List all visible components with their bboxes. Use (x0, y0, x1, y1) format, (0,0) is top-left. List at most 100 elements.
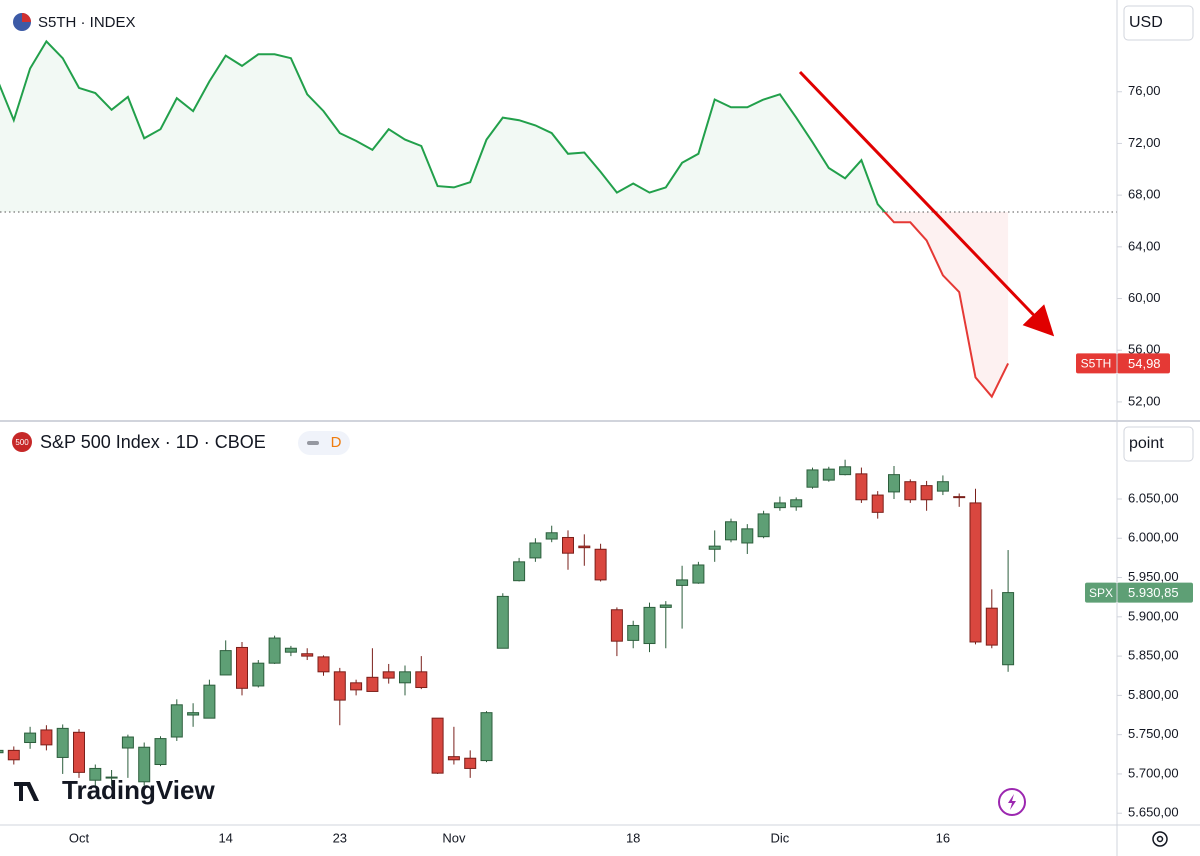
x-tick-label: Dic (771, 830, 790, 845)
y-tick-label: 5.900,00 (1128, 608, 1179, 623)
candle-body (594, 548, 607, 581)
y-tick-label: 5.700,00 (1128, 765, 1179, 780)
candle-body (236, 646, 248, 689)
y-tick-label: 5.750,00 (1128, 726, 1179, 741)
last-value-label: 5.930,85 (1128, 585, 1179, 600)
candle-body (936, 481, 949, 492)
candle-body (725, 521, 737, 541)
candle-body (350, 682, 363, 691)
candle-body (676, 579, 689, 586)
candle-body (447, 756, 460, 761)
y-tick-label: 5.950,00 (1128, 569, 1179, 584)
candle-body (545, 532, 558, 540)
candle-body (920, 485, 933, 501)
brand-name: TradingView (62, 775, 215, 805)
settings-icon[interactable] (1152, 831, 1168, 847)
candle-body (284, 647, 297, 653)
last-value-box (1117, 582, 1193, 603)
candle-body (138, 746, 151, 783)
candle-body (317, 656, 330, 673)
candle-body (24, 732, 37, 744)
candle-body (855, 473, 868, 501)
candle-body (431, 717, 444, 774)
candle-body (610, 609, 623, 642)
candle-body (741, 528, 754, 544)
candle-body (399, 671, 411, 684)
candle-body (7, 749, 20, 761)
candle-body (464, 757, 477, 769)
last-value-label: 54,98 (1128, 356, 1161, 371)
area-above (0, 41, 1009, 212)
candle-body (40, 729, 53, 746)
candle-body (219, 650, 232, 676)
candle-body (659, 604, 672, 608)
bottom-title: S&P 500 Index · 1D · CBOE (40, 432, 266, 452)
trend-arrow (798, 70, 1055, 337)
scale-label: point (1129, 435, 1164, 452)
y-tick-label: 76,00 (1128, 83, 1161, 98)
y-tick-label: 6.000,00 (1128, 530, 1179, 545)
x-tick-label: Nov (442, 830, 466, 845)
candle-body (822, 468, 835, 481)
candle-body (73, 731, 85, 773)
candle-body (578, 545, 591, 549)
line-above (0, 39, 887, 212)
currency-label: USD (1129, 14, 1163, 31)
candle-body (382, 671, 395, 679)
y-tick-label: 64,00 (1128, 238, 1161, 253)
settings-icon-core (1156, 835, 1164, 843)
candle-body (187, 712, 200, 716)
candle-body (301, 653, 314, 657)
candle-body (904, 481, 917, 501)
candle-body (496, 595, 509, 649)
y-tick-label: 72,00 (1128, 135, 1161, 150)
candle-body (89, 767, 102, 781)
last-value-box (1117, 353, 1170, 374)
candle-body (513, 561, 526, 582)
candle-body (252, 662, 265, 687)
currency-button[interactable] (1123, 5, 1194, 41)
candle-body (366, 676, 379, 692)
x-tick-label: 18 (626, 830, 640, 845)
candle-body (871, 494, 884, 513)
y-tick-label: 5.650,00 (1128, 805, 1179, 820)
interval-pill[interactable] (298, 431, 350, 455)
x-tick-label: 23 (333, 830, 347, 845)
candle-body (203, 684, 216, 719)
candle-body (969, 502, 982, 643)
y-tick-label: 5.800,00 (1128, 687, 1179, 702)
candle-body (985, 607, 998, 646)
scale-button[interactable] (1123, 426, 1194, 462)
candle-body (562, 536, 574, 554)
series-tag (1085, 582, 1117, 603)
lightning-icon (1008, 794, 1016, 810)
candle-body (692, 564, 705, 584)
top-title: S5TH · INDEX (38, 14, 136, 31)
candle-body (790, 499, 803, 508)
y-tick-label: 52,00 (1128, 393, 1161, 408)
brand-logo (14, 782, 39, 801)
candle-body (268, 637, 281, 664)
candle-body (121, 736, 134, 749)
candle-body (708, 545, 721, 550)
candle-body (333, 671, 346, 701)
candle-body (170, 704, 183, 738)
candle-body (806, 469, 819, 488)
candle-body (953, 496, 966, 499)
x-tick-label: 16 (936, 830, 950, 845)
pill-dash (307, 441, 319, 445)
symbol-icon (12, 432, 32, 452)
series-tag-name: S5TH (1081, 357, 1112, 371)
x-tick-label: Oct (69, 830, 90, 845)
flag-icon-part (22, 13, 31, 22)
candle-body (0, 749, 4, 754)
candle-body (1002, 592, 1015, 666)
series-tag-name: SPX (1089, 586, 1113, 600)
candle-body (839, 466, 852, 476)
y-tick-label: 56,00 (1128, 342, 1161, 357)
x-tick-label: 14 (218, 830, 232, 845)
candle-body (415, 671, 428, 689)
candle-body (643, 606, 656, 645)
